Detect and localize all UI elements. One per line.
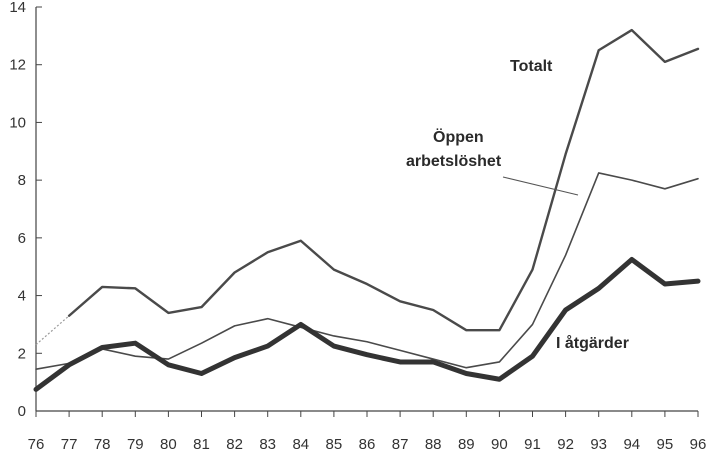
axes: 0 2 4 6 8 10 12 14 76 77 78 79 80 81 82 83 84 85 86 87 88 89 9… [9,0,706,452]
annotation-arbetsloshet: arbetslöshet [406,153,502,170]
annotation-totalt: Totalt [510,58,553,75]
x-tick-label-93: 93 [590,436,607,452]
annotation-oppen: Öppen [433,127,484,146]
y-tick-label-0: 0 [18,403,26,420]
x-tick-label-81: 81 [193,436,210,452]
annotation-leader-line [502,176,579,196]
x-tick-label-95: 95 [657,436,674,452]
y-tick-label-2: 2 [18,345,26,362]
y-tick-label-10: 10 [9,114,26,131]
series-layer [33,28,701,392]
y-tick-label-14: 14 [9,0,26,16]
x-tick-label-79: 79 [127,436,144,452]
x-tick-label-83: 83 [259,436,276,452]
x-tick-label-92: 92 [557,436,574,452]
y-tick-label-12: 12 [9,57,26,74]
x-tick-label-76: 76 [28,436,45,452]
x-tick-label-82: 82 [226,436,243,452]
x-tick-label-94: 94 [623,436,640,452]
y-tick-label-6: 6 [18,230,26,247]
y-tick-label-8: 8 [18,172,26,189]
x-tick-label-77: 77 [61,436,78,452]
x-tick-label-90: 90 [491,436,508,452]
x-tick-label-89: 89 [458,436,475,452]
series-line-i-atgarder [33,257,701,392]
x-tick-label-85: 85 [326,436,343,452]
annotation-i-atgarder: I åtgärder [556,334,629,352]
y-tick-label-4: 4 [18,288,26,305]
series-line-oppen-arbetsloshet [35,172,699,370]
series-totalt-start-segment [35,315,70,346]
x-tick-label-86: 86 [359,436,376,452]
x-tick-label-91: 91 [524,436,541,452]
x-tick-label-87: 87 [392,436,409,452]
x-tick-label-96: 96 [690,436,707,452]
x-tick-label-78: 78 [94,436,111,452]
series-line-totalt [67,28,700,332]
x-tick-label-88: 88 [425,436,442,452]
x-tick-label-80: 80 [160,436,177,452]
x-tick-label-84: 84 [292,436,309,452]
